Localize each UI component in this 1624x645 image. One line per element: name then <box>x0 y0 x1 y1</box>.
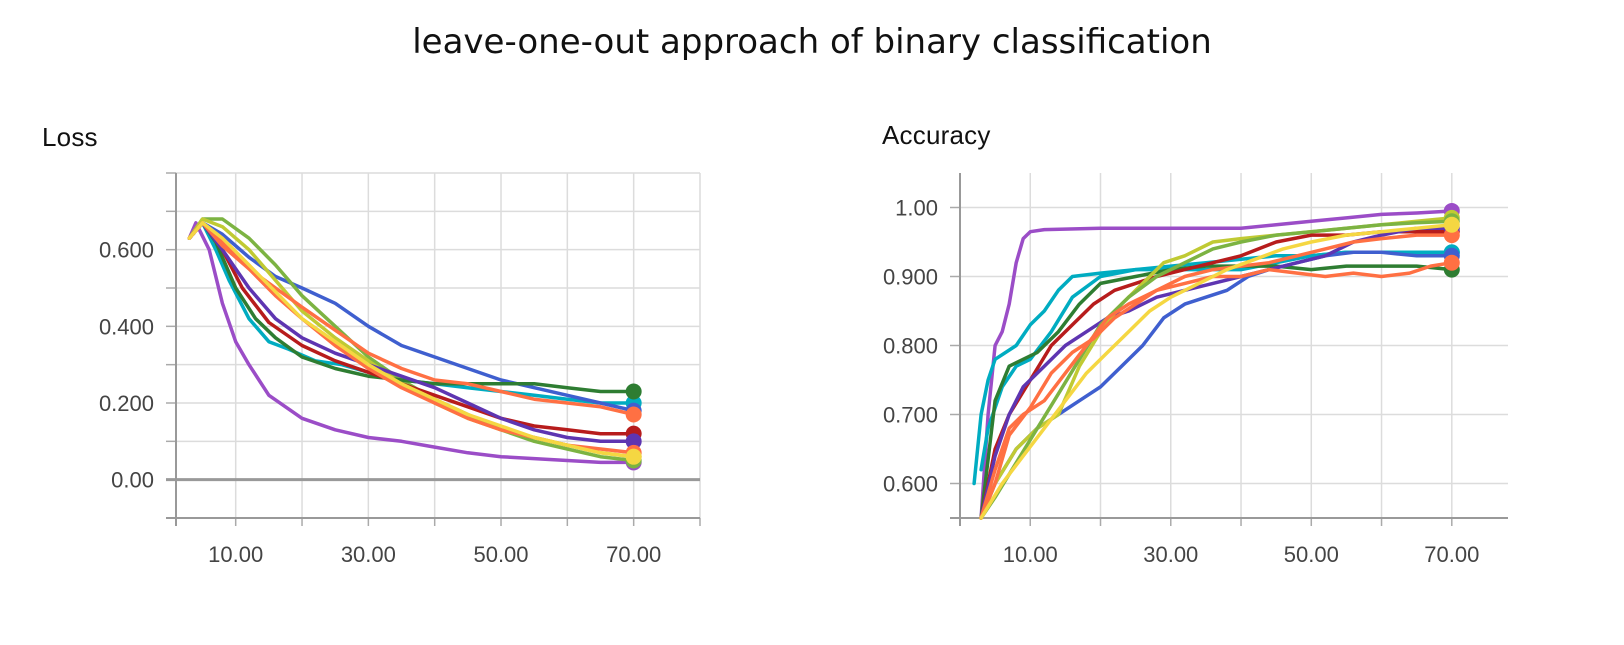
accuracy-series-end-marker <box>1443 254 1460 271</box>
accuracy-y-tick-label: 0.700 <box>883 403 938 428</box>
accuracy-x-tick-label: 70.00 <box>1424 542 1479 567</box>
accuracy-series-line <box>979 233 1454 520</box>
accuracy-series-end-marker <box>1443 216 1460 233</box>
accuracy-x-tick-label: 30.00 <box>1143 542 1198 567</box>
loss-series-line <box>187 221 636 394</box>
loss-y-tick-label: 0.600 <box>99 238 154 263</box>
accuracy-y-tick-label: 0.900 <box>883 265 938 290</box>
accuracy-x-tick-label: 10.00 <box>1003 542 1058 567</box>
accuracy-y-tick-label: 0.800 <box>883 334 938 359</box>
loss-series-line <box>187 221 636 459</box>
accuracy-series-line <box>979 219 1454 520</box>
accuracy-series-line <box>979 209 1454 520</box>
loss-series-line <box>187 221 636 444</box>
accuracy-series-line <box>972 250 1454 486</box>
accuracy-series-line <box>979 223 1454 520</box>
accuracy-x-tick-label: 50.00 <box>1284 542 1339 567</box>
loss-series-end-marker <box>625 406 642 423</box>
loss-chart-title: Loss <box>42 122 98 152</box>
loss-y-tick-label: 0.200 <box>99 391 154 416</box>
loss-series-end-marker <box>625 433 642 450</box>
loss-x-tick-label: 70.00 <box>606 542 661 567</box>
loss-series-line <box>187 217 636 463</box>
accuracy-y-tick-label: 1.00 <box>895 196 938 221</box>
loss-x-tick-label: 10.00 <box>208 542 263 567</box>
loss-series-line <box>187 221 636 413</box>
loss-y-tick-label: 0.00 <box>111 468 154 493</box>
loss-series-end-marker <box>625 448 642 465</box>
loss-series-line <box>187 221 636 465</box>
loss-y-tick-label: 0.400 <box>99 314 154 339</box>
loss-series-end-marker <box>625 383 642 400</box>
loss-series-line <box>187 221 636 417</box>
loss-x-tick-label: 50.00 <box>473 542 528 567</box>
accuracy-chart-title: Accuracy <box>882 120 991 150</box>
accuracy-y-tick-label: 0.600 <box>883 472 938 497</box>
figure-title: leave-one-out approach of binary classif… <box>412 22 1212 62</box>
loss-x-tick-label: 30.00 <box>341 542 396 567</box>
